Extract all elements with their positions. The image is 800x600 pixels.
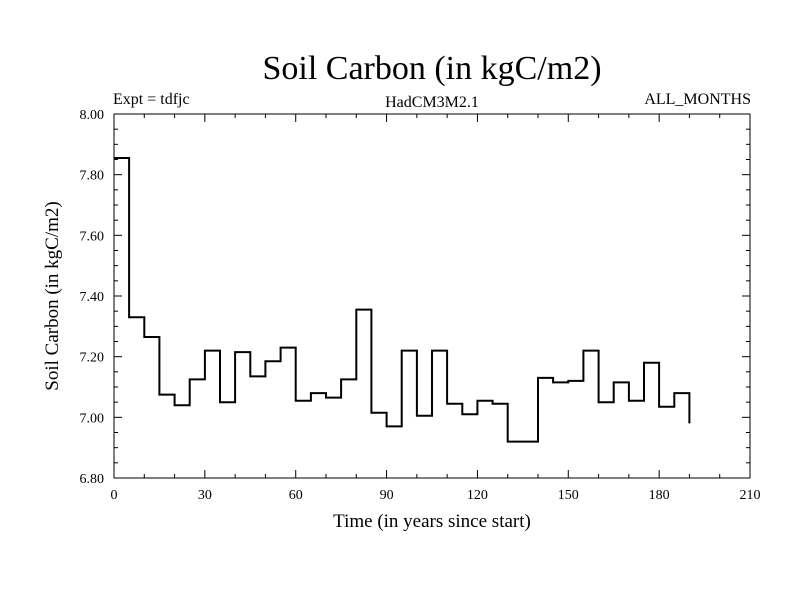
chart-subtitle-right: ALL_MONTHS: [644, 91, 751, 108]
y-tick-label: 7.00: [80, 411, 105, 426]
x-tick-label: 180: [649, 488, 670, 503]
x-tick-label: 0: [111, 488, 118, 503]
x-axis-label: Time (in years since start): [333, 511, 531, 532]
y-tick-label: 7.20: [80, 351, 105, 366]
axis-ticks: [113, 113, 751, 479]
tick-labels: 0 30 60 90 120 150 180 210 6.80 7.00 7.20 7.40 7.60 7…: [80, 108, 761, 503]
chart-subtitle-left: Expt = tdfjc: [113, 91, 190, 108]
y-tick-label: 8.00: [80, 108, 105, 123]
y-tick-label: 7.60: [80, 229, 105, 244]
chart-title: Soil Carbon (in kgC/m2): [262, 50, 601, 87]
y-tick-label: 7.40: [80, 290, 105, 305]
y-tick-label: 7.80: [80, 169, 105, 184]
y-tick-label: 6.80: [80, 472, 105, 487]
x-tick-label: 60: [289, 488, 303, 503]
plot-frame: [113, 113, 751, 479]
x-tick-label: 120: [467, 488, 488, 503]
y-axis-label: Soil Carbon (in kgC/m2): [42, 201, 63, 390]
series-line: [114, 157, 691, 443]
x-tick-label: 210: [740, 488, 761, 503]
chart-subtitle-center: HadCM3M2.1: [385, 94, 479, 111]
x-tick-label: 150: [558, 488, 579, 503]
x-tick-label: 90: [380, 488, 394, 503]
series-group: [114, 157, 691, 443]
x-tick-label: 30: [198, 488, 212, 503]
